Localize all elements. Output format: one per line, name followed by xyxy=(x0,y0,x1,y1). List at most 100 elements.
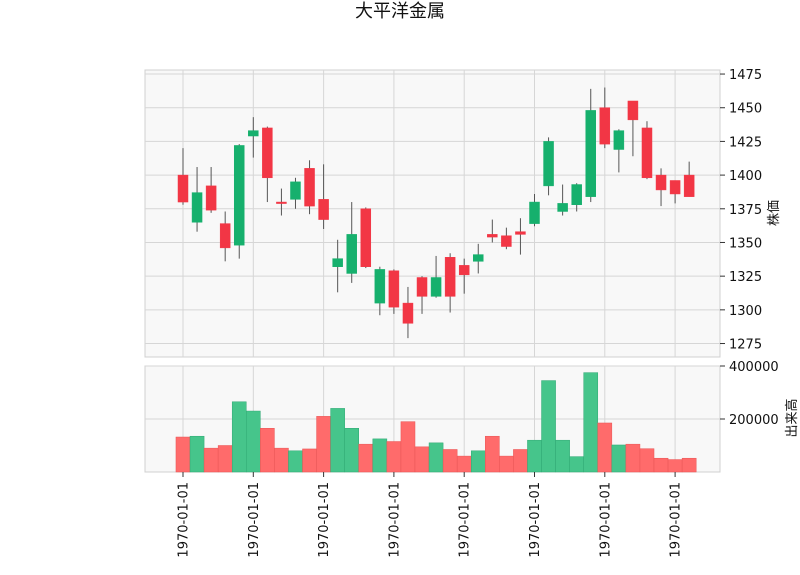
volume-bar-down xyxy=(442,449,458,473)
candle-up xyxy=(248,130,259,137)
candle-down xyxy=(458,265,470,276)
volume-bar-down xyxy=(302,448,317,473)
x-axis-ticks: 1970-01-01 1970-01-01 1970-01-01 1970-01-01… xyxy=(177,472,684,558)
candle-up xyxy=(571,184,582,205)
price-tick-label: 1375 xyxy=(729,203,762,218)
candle-down xyxy=(177,174,189,203)
x-tick-label: 1970-01-01 xyxy=(458,482,473,558)
candle-up xyxy=(332,258,343,267)
candle-up xyxy=(430,277,442,297)
candle-down xyxy=(487,234,498,238)
price-tick-label: 1425 xyxy=(729,135,762,150)
volume-axis-ticks: 200000 400000 xyxy=(720,360,779,428)
candle-up xyxy=(557,203,568,212)
volume-bar-down xyxy=(316,416,331,473)
volume-bar-down xyxy=(217,445,233,473)
candle-up xyxy=(613,130,625,150)
candle-down xyxy=(627,100,639,121)
price-tick-label: 1325 xyxy=(729,270,762,285)
candle-down xyxy=(683,174,695,197)
volume-tick-label: 400000 xyxy=(729,360,779,375)
price-tick-label: 1450 xyxy=(729,102,762,117)
volume-bar-down xyxy=(513,449,528,473)
candle-down xyxy=(669,180,681,195)
candle-up xyxy=(290,181,301,200)
volume-bar-down xyxy=(667,459,683,473)
candles xyxy=(177,87,695,339)
volume-bar-up xyxy=(189,435,205,473)
volume-bar-down xyxy=(260,428,275,473)
volume-bar-up xyxy=(330,408,345,473)
candle-up xyxy=(191,192,203,223)
candle-up xyxy=(233,145,245,246)
candle-down xyxy=(599,107,611,145)
volume-gridlines xyxy=(145,365,720,472)
volume-bar-down xyxy=(414,446,430,473)
volume-bar-up xyxy=(583,372,599,473)
volume-bar-down xyxy=(485,435,500,473)
x-tick-label: 1970-01-01 xyxy=(598,482,613,558)
volume-bar-down xyxy=(203,447,219,473)
volume-bar-down xyxy=(499,455,514,473)
price-axis-label: 株価 xyxy=(767,200,782,226)
volume-bar-up xyxy=(428,442,444,473)
volume-bar-down xyxy=(681,457,697,473)
volume-axis-label: 出来高 xyxy=(784,398,800,437)
price-axis-ticks: 1275 1300 1325 1350 1375 1400 1425 1450 1475 xyxy=(720,68,762,353)
volume-bar-up xyxy=(569,456,584,473)
price-tick-label: 1400 xyxy=(729,169,762,184)
x-tick-label: 1970-01-01 xyxy=(669,482,684,558)
candle-down xyxy=(219,223,231,249)
candle-up xyxy=(346,234,357,274)
volume-bar-up xyxy=(555,439,570,473)
volume-bar-up xyxy=(527,439,542,473)
volume-tick-label: 200000 xyxy=(729,413,779,428)
candle-down xyxy=(360,208,372,267)
volume-bar-down xyxy=(625,443,641,473)
candle-down xyxy=(276,201,287,204)
candle-down xyxy=(444,257,456,297)
volume-bar-up xyxy=(231,401,247,473)
volume-bar-up xyxy=(372,438,388,473)
price-tick-label: 1275 xyxy=(729,338,762,353)
candle-down xyxy=(501,235,512,247)
volume-bar-up xyxy=(288,450,303,473)
price-tick-label: 1300 xyxy=(729,304,762,319)
volume-bar-up xyxy=(611,444,627,473)
candle-up xyxy=(543,141,554,187)
volume-bar-up xyxy=(470,450,486,473)
volume-bar-up xyxy=(541,380,556,473)
volume-bar-down xyxy=(400,421,416,473)
volume-bar-down xyxy=(597,422,613,473)
candle-down xyxy=(205,185,217,211)
candle-down xyxy=(318,199,329,220)
x-tick-label: 1970-01-01 xyxy=(317,482,332,558)
volume-bar-down xyxy=(653,457,669,473)
candle-down xyxy=(515,231,526,235)
x-tick-label: 1970-01-01 xyxy=(528,482,543,558)
x-tick-label: 1970-01-01 xyxy=(177,482,192,558)
x-tick-label: 1970-01-01 xyxy=(387,482,402,558)
candle-down xyxy=(388,270,400,308)
price-tick-label: 1475 xyxy=(729,68,762,83)
volume-bar-up xyxy=(246,410,261,473)
candle-up xyxy=(585,110,596,197)
volume-bar-down xyxy=(639,448,655,473)
candle-down xyxy=(416,277,428,297)
candle-up xyxy=(374,269,386,304)
candle-up xyxy=(473,254,484,262)
price-tick-label: 1350 xyxy=(729,236,762,251)
chart-title: 大平洋金属 xyxy=(355,1,445,22)
volume-bar-down xyxy=(274,447,289,473)
candle-down xyxy=(262,127,273,179)
candle-down xyxy=(641,127,653,179)
volume-bar-down xyxy=(358,443,374,473)
candle-up xyxy=(529,201,540,224)
x-tick-label: 1970-01-01 xyxy=(247,482,262,558)
candle-down xyxy=(402,302,414,324)
volume-bar-down xyxy=(386,441,402,473)
volume-bar-down xyxy=(175,436,191,473)
volume-bar-down xyxy=(456,455,472,473)
candle-down xyxy=(655,174,667,191)
